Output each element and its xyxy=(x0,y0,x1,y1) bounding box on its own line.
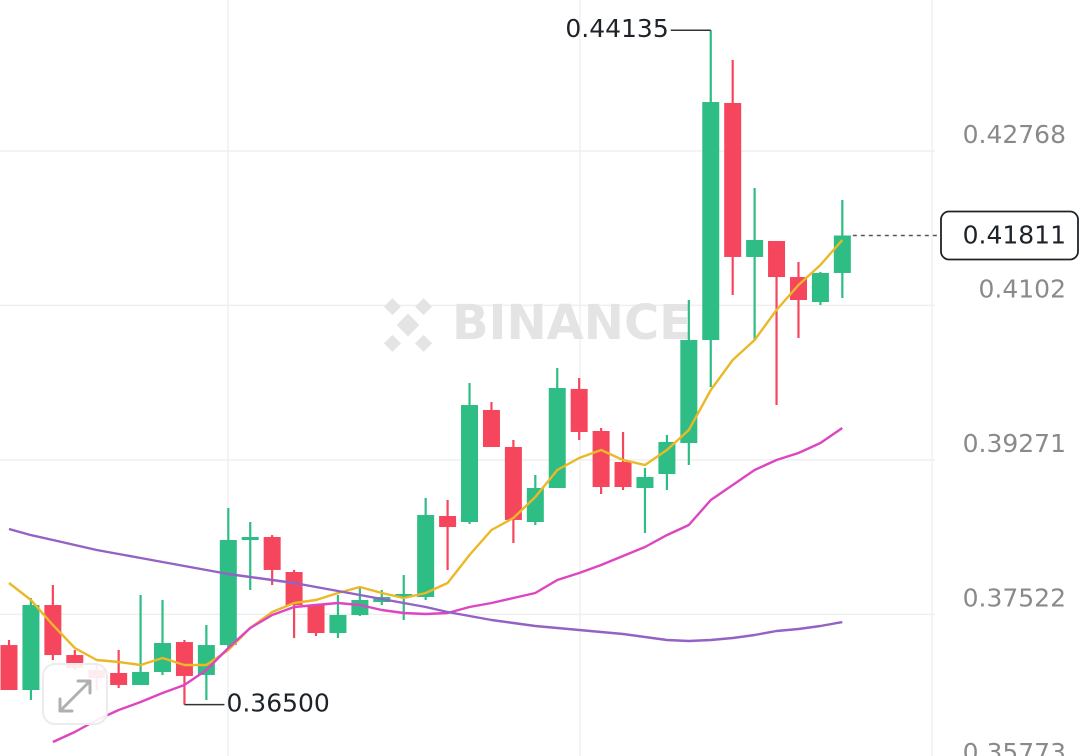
candle-body xyxy=(439,515,457,528)
candle-body xyxy=(417,515,435,597)
candle-body xyxy=(132,671,150,685)
candle-body xyxy=(329,615,347,634)
candle-body xyxy=(110,672,128,685)
annotation-label: 0.36500 xyxy=(226,689,329,718)
y-tick-label: 0.37522 xyxy=(963,583,1066,612)
last-price-label: 0.41811 xyxy=(963,221,1066,250)
candle-body xyxy=(636,477,654,488)
candle-body xyxy=(285,571,303,606)
candle-body xyxy=(504,446,522,520)
annotation-label: 0.44135 xyxy=(565,14,668,43)
candle-body xyxy=(702,102,720,341)
watermark-logo xyxy=(383,298,433,352)
expand-button[interactable] xyxy=(42,663,108,725)
y-tick-label: 0.39271 xyxy=(963,429,1066,458)
moving-average-line xyxy=(8,527,843,643)
candle-body xyxy=(395,593,413,597)
candle-body xyxy=(614,462,632,488)
expand-icon[interactable] xyxy=(58,679,92,713)
candle-body xyxy=(263,537,281,570)
candle-body xyxy=(746,240,764,257)
candle-body xyxy=(526,487,544,522)
candle-body xyxy=(592,431,610,488)
candle-body xyxy=(44,605,62,656)
candle-body xyxy=(658,441,676,475)
watermark: BINANCE xyxy=(383,295,692,352)
candle-body xyxy=(461,405,479,522)
candle-body xyxy=(768,240,786,278)
candle-body xyxy=(789,277,807,300)
candle-body xyxy=(724,103,742,257)
candle-body xyxy=(548,387,566,488)
y-tick-label: 0.35773 xyxy=(963,738,1066,756)
candle-body xyxy=(22,605,40,691)
last-price-box xyxy=(940,210,1079,261)
candle-body xyxy=(197,645,215,675)
y-tick-label: 0.4102 xyxy=(979,274,1066,303)
candle-body xyxy=(482,409,500,447)
candle-body xyxy=(307,605,325,634)
candle-body xyxy=(0,645,18,691)
moving-average-line xyxy=(8,239,844,667)
candle-body xyxy=(175,642,193,676)
candle-body xyxy=(241,537,259,541)
candle-body xyxy=(570,388,588,432)
watermark-text: BINANCE xyxy=(452,295,692,351)
y-tick-label: 0.42768 xyxy=(963,120,1066,149)
candle-body xyxy=(219,540,237,646)
candle-body xyxy=(680,340,698,444)
candle-body xyxy=(811,272,829,303)
moving-average-line xyxy=(52,427,843,744)
